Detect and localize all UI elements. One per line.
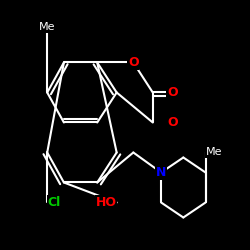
Text: Cl: Cl: [47, 196, 60, 209]
Text: Me: Me: [206, 148, 222, 158]
Text: O: O: [167, 86, 177, 99]
Text: HO: HO: [96, 196, 117, 209]
Text: O: O: [167, 116, 177, 129]
Text: O: O: [128, 56, 139, 69]
Text: N: N: [156, 166, 166, 179]
Text: Me: Me: [39, 22, 56, 32]
